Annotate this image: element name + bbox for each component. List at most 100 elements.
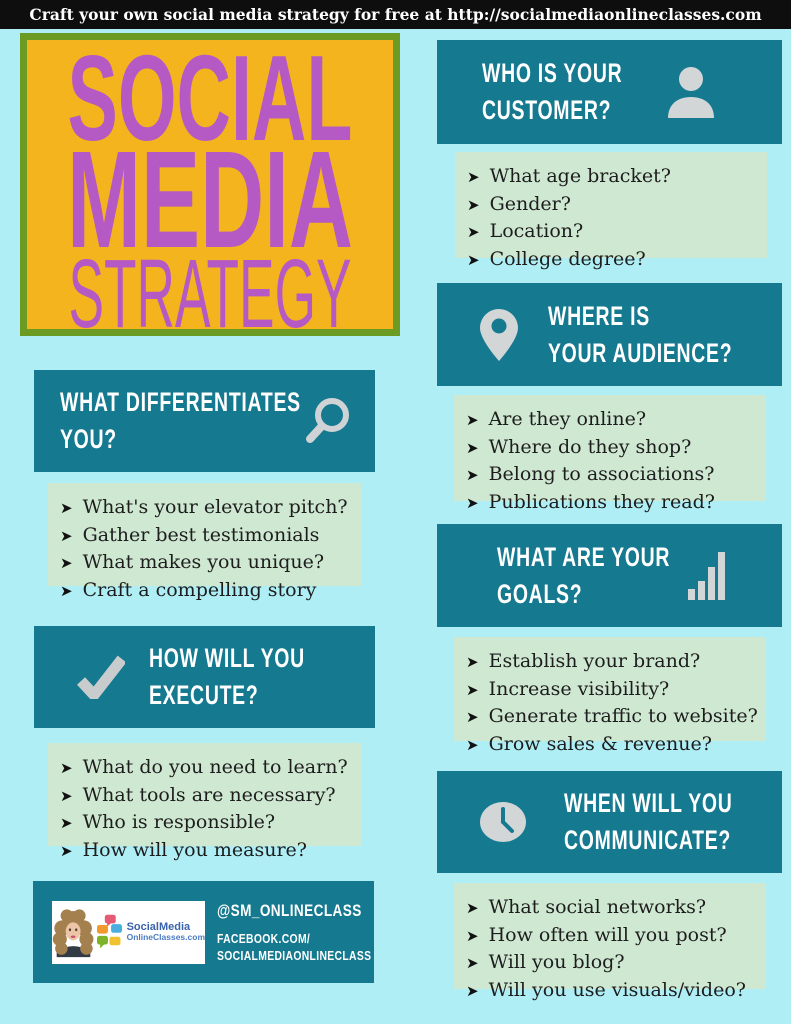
question-text: Grow sales & revenue? — [488, 732, 712, 755]
bar-chart-icon — [688, 551, 725, 600]
question-item: ➤ Will you blog? — [466, 949, 760, 977]
footer-card: SocialMedia OnlineClasses.com @SM_ONLINE… — [33, 881, 374, 983]
question-list-customer: ➤ What age bracket? ➤ Gender? ➤ Location? ➤ Col… — [455, 152, 767, 270]
question-text: Establish your brand? — [488, 650, 701, 672]
question-list-differentiates: ➤ What's your elevator pitch? ➤ Gather best… — [48, 483, 361, 601]
heading-line: WHAT DIFFERENTIATES — [60, 387, 301, 417]
arrow-bullet-icon: ➤ — [60, 554, 73, 572]
section-audience-header: WHERE IS YOUR AUDIENCE? — [437, 283, 782, 386]
question-text: What age bracket? — [489, 165, 671, 187]
question-text: Craft a compelling story — [82, 578, 317, 601]
section-execute-heading: HOW WILL YOU EXECUTE? — [149, 640, 375, 714]
question-item: ➤ Who is responsible? — [60, 809, 356, 837]
question-text: Location? — [489, 220, 584, 242]
question-item: ➤ What age bracket? — [467, 163, 761, 191]
arrow-bullet-icon: ➤ — [466, 708, 479, 726]
arrow-bullet-icon: ➤ — [466, 466, 479, 484]
question-text: Increase visibility? — [488, 677, 670, 700]
question-text: Are they online? — [488, 408, 647, 430]
section-differentiates-header: WHAT DIFFERENTIATES YOU? — [34, 370, 375, 472]
arrow-bullet-icon: ➤ — [466, 926, 479, 945]
question-item: ➤ What do you need to learn? — [60, 754, 356, 782]
question-text: Who is responsible? — [82, 811, 276, 833]
title-art: SOCIAL MEDIA STRATEGY — [67, 40, 353, 329]
section-goals-header: WHAT ARE YOUR GOALS? — [437, 524, 782, 627]
question-list-audience: ➤ Are they online? ➤ Where do they shop? ➤ Be… — [454, 395, 766, 513]
question-text: Gather best testimonials — [82, 523, 320, 546]
section-audience-heading: WHERE IS YOUR AUDIENCE? — [548, 298, 782, 372]
question-list-communicate: ➤ What social networks? ➤ How often will yo… — [454, 883, 766, 1001]
question-item: ➤ Generate traffic to website? — [466, 703, 760, 731]
question-item: ➤ How will you measure? — [60, 837, 356, 865]
speech-bubbles-logo-icon — [97, 914, 123, 949]
arrow-bullet-icon: ➤ — [60, 786, 73, 805]
question-item: ➤ Will you use visuals/video? — [466, 977, 760, 1005]
question-item: ➤ What's your elevator pitch? — [60, 494, 355, 522]
question-text: Will you use visuals/video? — [488, 978, 746, 1001]
heading-line: WHEN WILL YOU — [564, 788, 733, 818]
brand-name: SocialMedia — [126, 920, 191, 933]
arrow-bullet-icon: ➤ — [467, 250, 480, 269]
question-text: What social networks? — [488, 896, 707, 918]
question-item: ➤ Where do they shop? — [466, 434, 760, 462]
title-line: MEDIA — [67, 123, 353, 277]
question-text: How often will you post? — [488, 923, 727, 946]
section-communicate-heading: WHEN WILL YOU COMMUNICATE? — [564, 785, 782, 859]
question-item: ➤ College degree? — [467, 246, 761, 274]
arrow-bullet-icon: ➤ — [60, 814, 73, 832]
question-text: College degree? — [489, 247, 646, 270]
twitter-handle: @SM_ONLINECLASS — [217, 900, 362, 920]
arrow-bullet-icon: ➤ — [467, 195, 480, 214]
arrow-bullet-icon: ➤ — [60, 526, 73, 545]
clock-icon — [480, 802, 526, 842]
question-item: ➤ Gender? — [467, 191, 761, 219]
question-item: ➤ Location? — [467, 218, 761, 246]
question-item: ➤ Establish your brand? — [466, 648, 760, 676]
section-differentiates-heading: WHAT DIFFERENTIATES YOU? — [60, 384, 305, 458]
checkmark-icon — [77, 655, 125, 699]
question-item: ➤ Increase visibility? — [466, 676, 760, 704]
heading-line: GOALS? — [497, 578, 583, 609]
question-text: Gender? — [489, 192, 571, 215]
question-item: ➤ How often will you post? — [466, 922, 760, 950]
heading-line: YOUR AUDIENCE? — [548, 337, 733, 368]
section-execute-header: HOW WILL YOU EXECUTE? — [34, 626, 375, 728]
question-item: ➤ Craft a compelling story — [60, 577, 355, 605]
arrow-bullet-icon: ➤ — [60, 499, 73, 517]
heading-line: WHERE IS — [548, 300, 650, 331]
arrow-bullet-icon: ➤ — [466, 411, 479, 429]
question-item: ➤ What makes you unique? — [60, 549, 355, 577]
arrow-bullet-icon: ➤ — [466, 680, 479, 699]
question-text: How will you measure? — [82, 838, 307, 861]
question-text: Generate traffic to website? — [488, 705, 758, 727]
question-text: What tools are necessary? — [82, 783, 336, 806]
facebook-url: FACEBOOK.COM/ SOCIALMEDIAONLINECLASS — [217, 930, 372, 963]
arrow-bullet-icon: ➤ — [466, 981, 479, 1000]
arrow-bullet-icon: ➤ — [60, 841, 73, 860]
arrow-bullet-icon: ➤ — [466, 438, 479, 457]
question-item: ➤ Gather best testimonials — [60, 522, 355, 550]
heading-line: YOU? — [60, 424, 117, 454]
question-item: ➤ What social networks? — [466, 894, 760, 922]
question-text: What's your elevator pitch? — [82, 496, 348, 518]
arrow-bullet-icon: ➤ — [60, 581, 73, 600]
section-goals-heading: WHAT ARE YOUR GOALS? — [497, 539, 688, 613]
arrow-bullet-icon: ➤ — [467, 168, 480, 186]
question-text: Where do they shop? — [488, 435, 692, 458]
question-item: ➤ Grow sales & revenue? — [466, 731, 760, 759]
title-line: SOCIAL — [68, 40, 353, 166]
section-customer-header: WHO IS YOUR CUSTOMER? — [437, 40, 782, 144]
heading-line: CUSTOMER? — [482, 95, 612, 125]
top-banner: Craft your own social media strategy for… — [0, 0, 791, 29]
question-item: ➤ What tools are necessary? — [60, 782, 356, 810]
arrow-bullet-icon: ➤ — [466, 493, 479, 512]
heading-line: EXECUTE? — [149, 680, 259, 710]
person-icon — [668, 67, 714, 118]
question-text: Belong to associations? — [488, 463, 715, 485]
brand-domain: OnlineClasses.com — [126, 932, 205, 943]
heading-line: COMMUNICATE? — [564, 825, 732, 855]
brand-logo-text: SocialMedia OnlineClasses.com — [126, 920, 205, 943]
question-list-goals: ➤ Establish your brand? ➤ Increase visibili… — [454, 637, 766, 755]
section-customer-heading: WHO IS YOUR CUSTOMER? — [482, 55, 664, 129]
